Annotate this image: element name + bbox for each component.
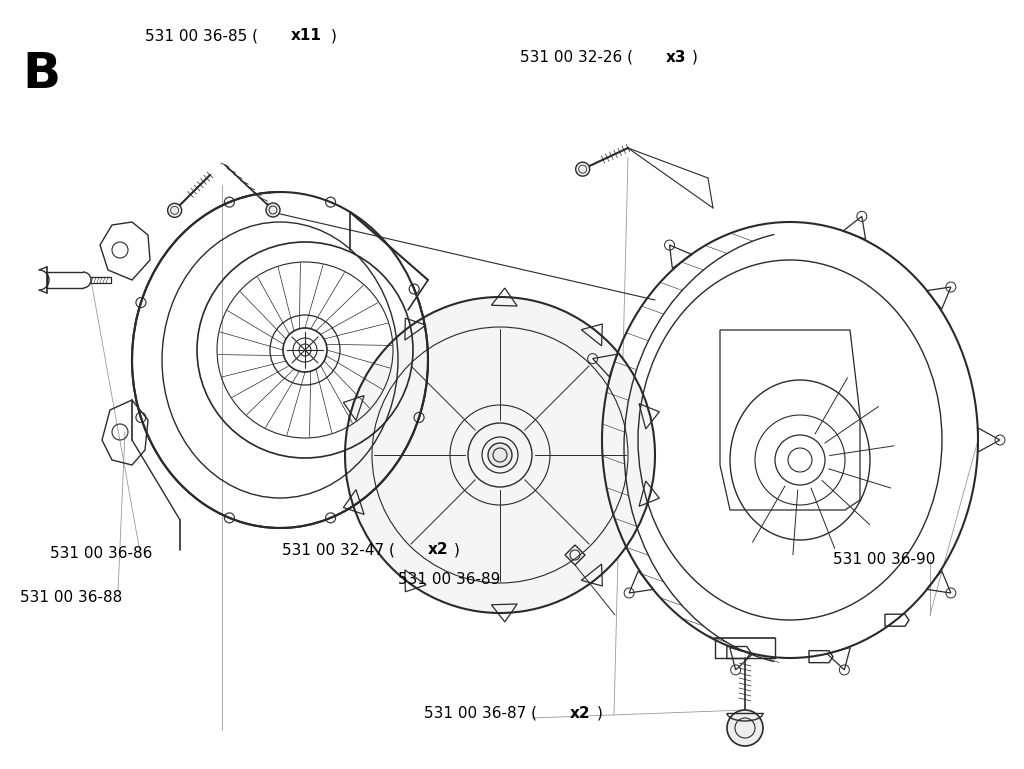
Circle shape: [575, 162, 590, 176]
Text: x2: x2: [569, 705, 591, 721]
Text: 531 00 32-26 (: 531 00 32-26 (: [520, 49, 633, 65]
Text: ): ): [455, 542, 460, 558]
Text: 531 00 36-86: 531 00 36-86: [50, 545, 153, 561]
Text: x2: x2: [428, 542, 449, 558]
Text: ): ): [692, 49, 698, 65]
Text: B: B: [22, 50, 60, 98]
Circle shape: [266, 203, 280, 217]
Text: x11: x11: [291, 28, 322, 44]
Ellipse shape: [345, 297, 655, 613]
Text: 531 00 32-47 (: 531 00 32-47 (: [282, 542, 395, 558]
Text: ): ): [596, 705, 602, 721]
Circle shape: [488, 443, 512, 467]
Text: 531 00 36-85 (: 531 00 36-85 (: [145, 28, 258, 44]
Text: 531 00 36-89: 531 00 36-89: [398, 572, 501, 588]
Text: ): ): [331, 28, 337, 44]
Circle shape: [168, 203, 181, 218]
Text: x3: x3: [666, 49, 686, 65]
Circle shape: [727, 710, 763, 746]
Text: 531 00 36-90: 531 00 36-90: [833, 552, 935, 568]
Text: 531 00 36-88: 531 00 36-88: [20, 590, 122, 604]
Text: 531 00 36-87 (: 531 00 36-87 (: [424, 705, 537, 721]
